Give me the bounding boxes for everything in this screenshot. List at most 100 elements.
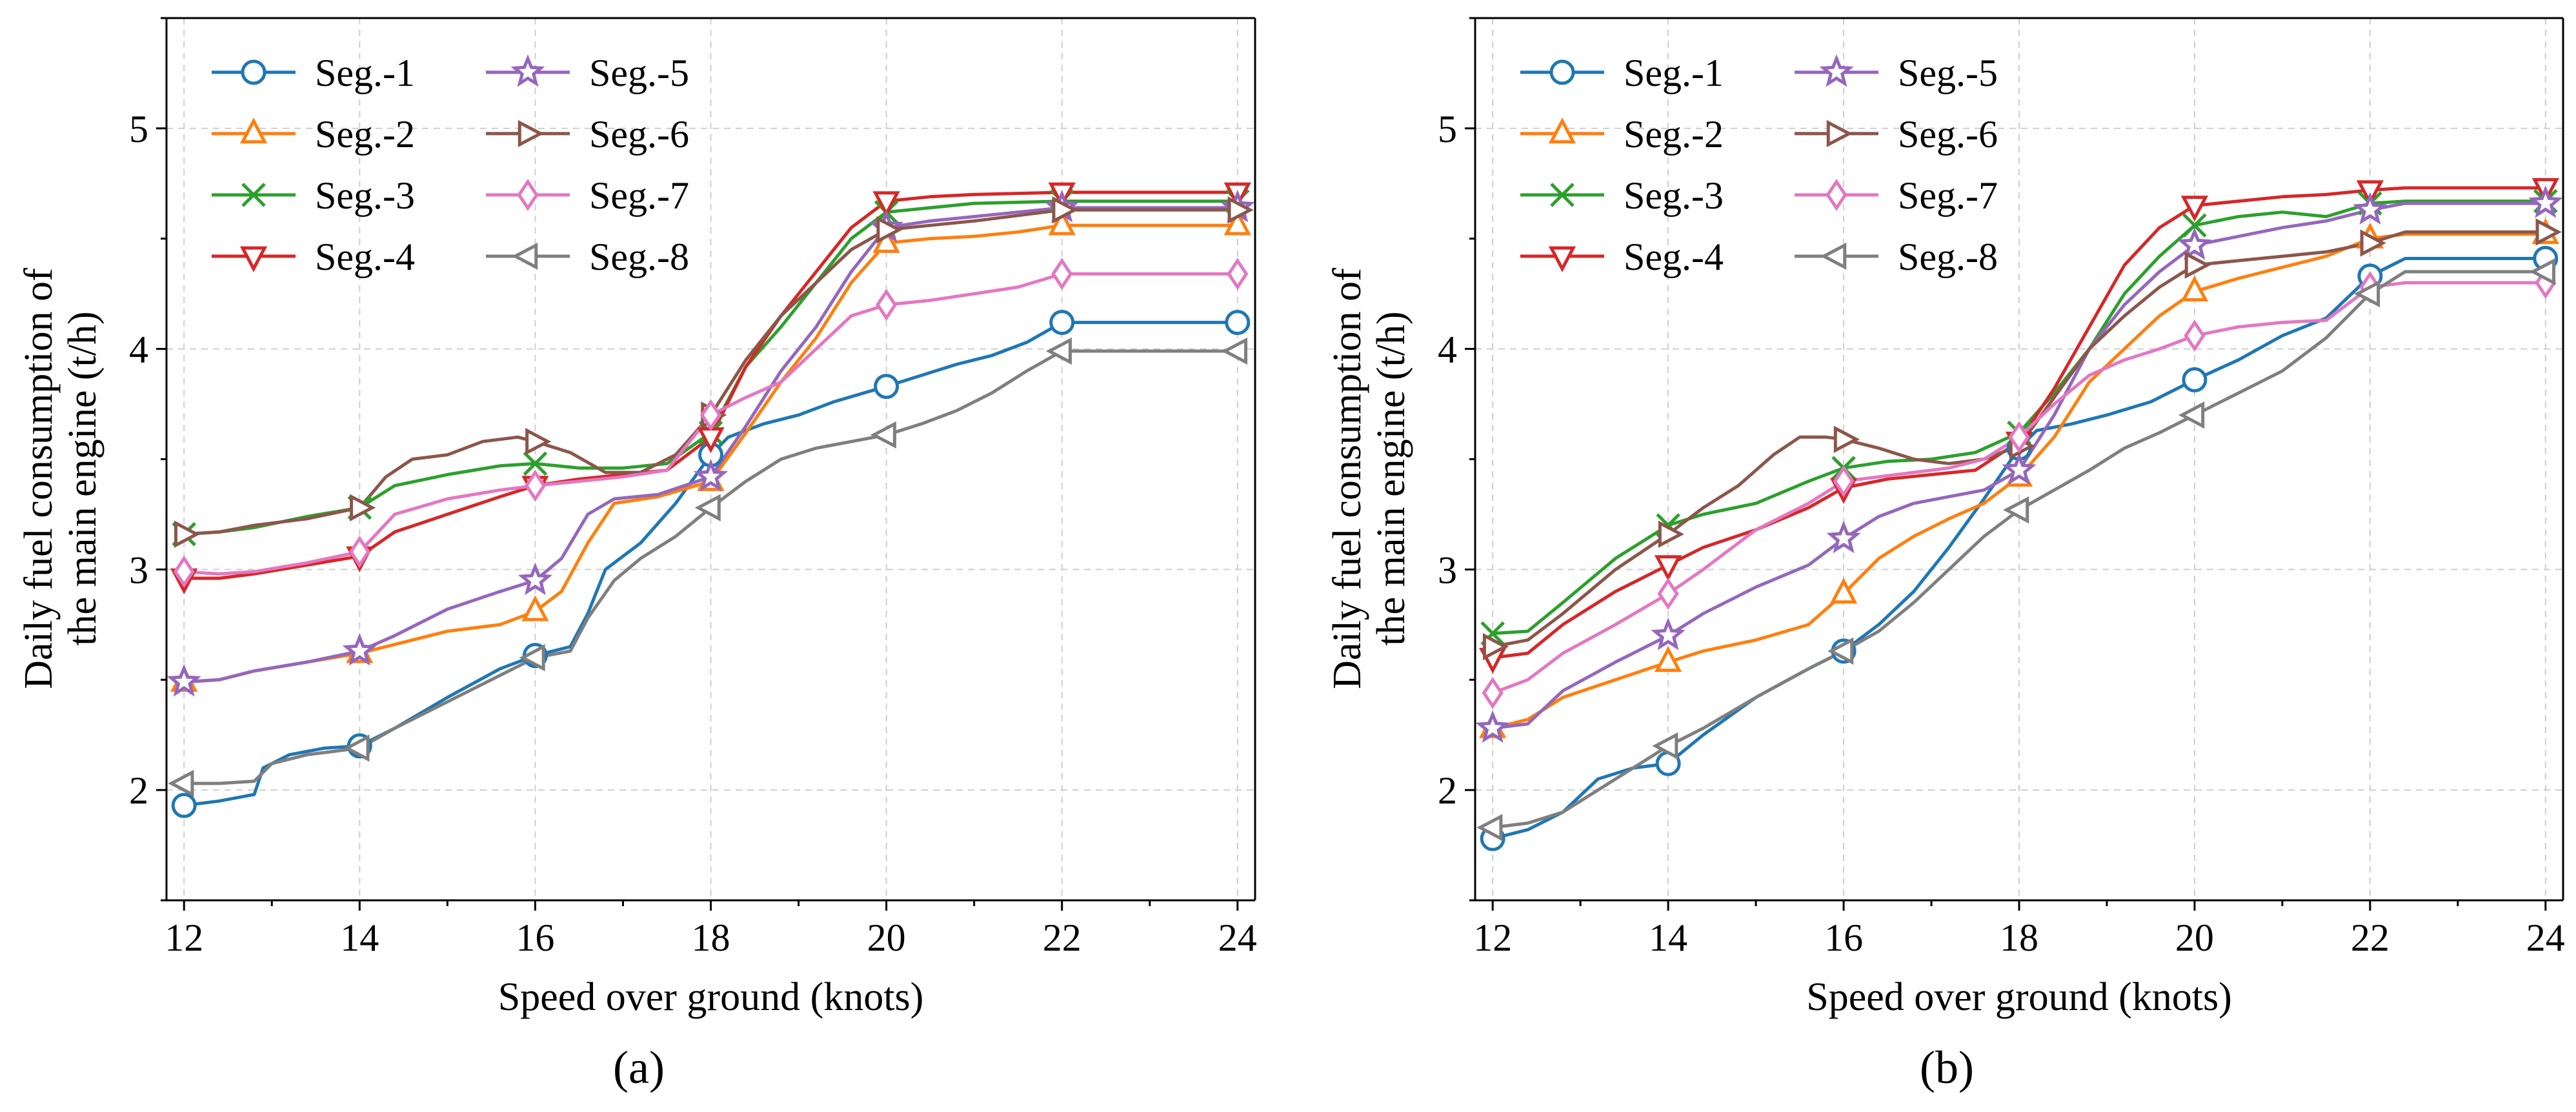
series-line-Seg.-6 — [1492, 230, 2546, 649]
data-point — [1652, 732, 1678, 760]
legend-label: Seg.-2 — [315, 113, 415, 156]
x-tick-label: 24 — [1218, 916, 1257, 959]
legend-marker — [517, 179, 539, 211]
legend-label: Seg.-7 — [1898, 174, 1998, 217]
data-point — [874, 374, 900, 399]
data-point — [2184, 319, 2206, 352]
data-point — [1227, 196, 1254, 224]
data-point — [1482, 632, 1509, 661]
y-tick-label: 2 — [129, 769, 148, 812]
y-tick-label: 4 — [1438, 329, 1457, 371]
chart-panel-b: 12 14 16 18 20 22 24 2 3 4 5 Speed over ground (kno… — [1325, 17, 2565, 1093]
data-point — [2003, 496, 2029, 524]
legend-marker — [510, 54, 545, 87]
data-point — [2008, 421, 2030, 454]
data-point — [699, 399, 722, 432]
data-point — [1049, 310, 1075, 336]
data-point — [521, 595, 549, 622]
data-point — [523, 451, 548, 476]
x-tick-label: 14 — [1649, 916, 1687, 959]
data-point — [2182, 367, 2208, 392]
legend-marker — [1826, 119, 1853, 148]
data-point — [518, 562, 552, 596]
x-tick-label: 18 — [692, 916, 730, 959]
data-point — [1482, 676, 1504, 709]
data-point — [1475, 710, 1510, 743]
data-point — [350, 494, 376, 521]
x-tick-label: 16 — [516, 916, 554, 959]
data-point — [1829, 578, 1858, 604]
data-point — [1045, 337, 1072, 365]
legend-label: Seg.-8 — [589, 236, 689, 278]
legend-label: Seg.-1 — [315, 52, 415, 94]
legend-label: Seg.-1 — [1624, 52, 1724, 94]
data-point — [1051, 258, 1073, 290]
legend-marker — [239, 246, 268, 272]
series-line-Seg.-8 — [1492, 270, 2546, 829]
legend-marker — [241, 59, 267, 85]
legend-marker — [1548, 246, 1576, 272]
legend-label: Seg.-6 — [1898, 113, 1998, 156]
x-tick-label: 12 — [1473, 916, 1512, 959]
data-point — [2180, 275, 2209, 302]
x-tick-label: 12 — [165, 916, 203, 959]
x-tick-label: 20 — [867, 916, 906, 959]
data-point — [166, 663, 201, 697]
y-tick-label: 2 — [1438, 769, 1457, 812]
data-point — [174, 520, 201, 548]
series-line-Seg.-8 — [184, 349, 1238, 785]
data-point — [693, 458, 729, 492]
data-point — [1833, 465, 1855, 498]
data-point — [1476, 814, 1503, 842]
legend-label: Seg.-8 — [1898, 236, 1998, 278]
x-tick-label: 22 — [1043, 916, 1082, 959]
data-point — [168, 769, 194, 798]
x-axis-label: Speed over ground (knots) — [1806, 975, 2231, 1019]
x-axis-label: Speed over ground (knots) — [498, 975, 923, 1019]
x-tick-label: 16 — [1824, 916, 1863, 959]
data-point — [876, 216, 903, 244]
data-point — [1833, 425, 1860, 453]
data-point — [694, 494, 721, 521]
data-point — [519, 643, 545, 672]
series-line-Seg.-1 — [1492, 257, 2546, 840]
legend: Seg.-1 Seg.-2 Seg.-3 Seg.-4 Seg.-5 Seg.-6 Seg.… — [1520, 52, 1998, 278]
legend-marker — [1820, 242, 1847, 270]
data-point — [343, 734, 370, 762]
data-point — [1052, 196, 1078, 224]
data-point — [1651, 617, 1685, 651]
y-tick-label: 4 — [129, 329, 148, 371]
data-point — [1225, 310, 1251, 336]
legend-label: Seg.-4 — [315, 236, 415, 278]
data-point — [1657, 578, 1679, 610]
x-tick-label: 22 — [2351, 916, 2390, 959]
data-point — [2528, 185, 2563, 218]
y-axis-label: the main engine (t/h) — [61, 311, 105, 645]
y-tick-label: 3 — [129, 549, 148, 591]
legend-label: Seg.-5 — [589, 52, 689, 94]
data-point — [2179, 401, 2205, 429]
chart-panel-a: 12 14 16 18 20 22 24 2 3 4 5 Speed over ground (kno… — [17, 17, 1257, 1093]
data-point — [1826, 520, 1861, 554]
legend-marker — [512, 242, 538, 270]
data-point — [173, 555, 195, 588]
data-point — [2184, 251, 2211, 279]
x-tick-label: 20 — [2175, 916, 2214, 959]
data-point — [1658, 520, 1685, 548]
legend-marker — [1548, 117, 1576, 144]
y-axis-label: Daily fuel consumption of — [1325, 268, 1369, 689]
data-point — [348, 536, 370, 568]
panel-label: (a) — [613, 1042, 665, 1093]
data-point — [524, 469, 547, 502]
data-point — [2182, 213, 2207, 238]
data-point — [1654, 555, 1682, 581]
legend-label: Seg.-7 — [589, 174, 689, 217]
legend-label: Seg.-6 — [589, 113, 689, 156]
data-point — [2529, 258, 2556, 286]
data-point — [2180, 196, 2209, 222]
legend-label: Seg.-4 — [1624, 236, 1724, 278]
data-point — [1654, 645, 1682, 672]
data-point — [525, 428, 552, 456]
x-tick-label: 18 — [2000, 916, 2038, 959]
data-point — [875, 288, 898, 321]
